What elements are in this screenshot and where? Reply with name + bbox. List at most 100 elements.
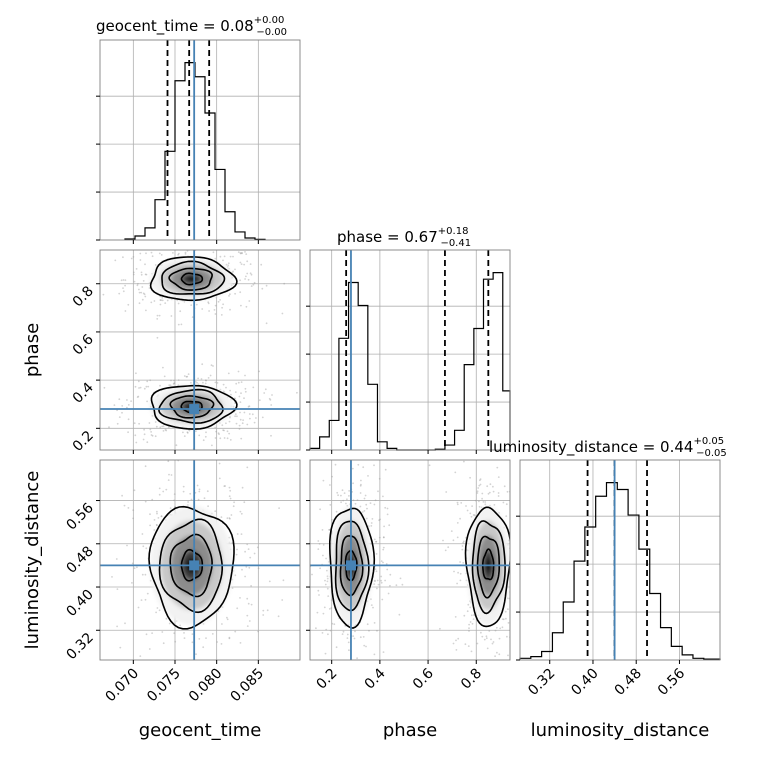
scatter-point	[456, 582, 458, 585]
scatter-point	[124, 279, 127, 282]
scatter-point	[213, 309, 216, 311]
scatter-point	[143, 428, 146, 431]
scatter-point	[116, 588, 119, 590]
scatter-point	[352, 482, 354, 485]
scatter-point	[223, 429, 225, 432]
scatter-point	[304, 621, 306, 623]
scatter-point	[144, 263, 146, 266]
scatter-point	[277, 615, 280, 618]
scatter-point	[324, 446, 326, 448]
scatter-point	[211, 244, 213, 246]
scatter-point	[222, 429, 225, 431]
scatter-point	[162, 642, 165, 645]
scatter-point	[355, 442, 357, 444]
scatter-point	[373, 653, 376, 656]
scatter-point	[214, 304, 217, 307]
scatter-point	[461, 545, 464, 547]
scatter-point	[497, 492, 500, 494]
scatter-point	[149, 428, 152, 431]
scatter-point	[251, 413, 254, 416]
scatter-point	[150, 301, 153, 304]
xlabel-phase: phase	[383, 720, 437, 741]
scatter-point	[124, 622, 126, 625]
scatter-point	[483, 638, 486, 641]
xlabel-luminosity-distance: luminosity_distance	[531, 720, 710, 741]
scatter-point	[234, 574, 237, 577]
scatter-point	[356, 499, 359, 501]
scatter-point	[225, 263, 228, 266]
scatter-point	[162, 425, 165, 428]
scatter-point	[219, 388, 222, 391]
scatter-point	[230, 514, 233, 516]
scatter-point	[174, 640, 177, 643]
scatter-point	[124, 284, 126, 287]
scatter-point	[359, 505, 362, 508]
scatter-point	[248, 620, 251, 622]
scatter-point	[156, 512, 158, 515]
scatter-point	[466, 509, 469, 512]
scatter-point	[455, 649, 458, 651]
scatter-point	[469, 708, 471, 710]
scatter-point	[463, 614, 466, 617]
scatter-point	[356, 657, 358, 660]
scatter-point	[241, 252, 243, 255]
scatter-point	[317, 548, 320, 550]
scatter-point	[386, 568, 389, 571]
scatter-point	[380, 581, 383, 584]
scatter-point	[197, 248, 199, 250]
scatter-point	[465, 572, 468, 575]
y-tick-label-luminosity_distance: 0.40	[63, 587, 96, 620]
contour-line	[169, 395, 215, 419]
scatter-point	[196, 484, 199, 487]
scatter-point	[177, 253, 180, 256]
scatter-point	[346, 637, 349, 639]
scatter-point	[229, 517, 231, 520]
scatter-point	[159, 384, 161, 387]
scatter-point	[121, 494, 123, 497]
scatter-point	[222, 303, 225, 306]
scatter-point	[153, 519, 156, 521]
scatter-point	[315, 627, 317, 630]
scatter-point	[121, 405, 124, 407]
scatter-point	[378, 519, 380, 522]
scatter-point	[247, 548, 250, 550]
scatter-point	[226, 437, 229, 440]
scatter-point	[474, 499, 477, 502]
y-tick-label-phase: 0.6	[70, 331, 97, 358]
scatter-point	[515, 579, 517, 581]
scatter-point	[180, 323, 183, 326]
scatter-point	[246, 625, 249, 627]
scatter-point	[334, 463, 337, 466]
scatter-point	[380, 575, 383, 578]
scatter-point	[167, 479, 170, 481]
scatter-point	[331, 475, 333, 478]
scatter-point	[245, 566, 248, 568]
scatter-point	[248, 300, 251, 302]
scatter-point	[171, 298, 173, 301]
scatter-point	[240, 304, 242, 307]
scatter-point	[248, 405, 251, 407]
scatter-point	[319, 508, 321, 511]
scatter-point	[144, 598, 147, 601]
scatter-point	[523, 595, 525, 597]
scatter-point	[221, 606, 224, 608]
scatter-point	[239, 261, 242, 264]
scatter-point	[367, 475, 369, 477]
scatter-point	[169, 245, 171, 247]
scatter-point	[204, 382, 207, 385]
scatter-point	[342, 630, 345, 633]
scatter-point	[370, 522, 373, 524]
panel-frame	[309, 459, 511, 661]
scatter-point	[503, 485, 506, 488]
scatter-point	[318, 543, 321, 545]
scatter-point	[118, 398, 121, 401]
scatter-point	[467, 645, 470, 647]
scatter-point	[154, 435, 157, 438]
scatter-point	[257, 630, 259, 633]
scatter-point	[268, 397, 271, 400]
scatter-point	[374, 580, 376, 583]
scatter-point	[151, 632, 154, 634]
scatter-point	[122, 279, 125, 281]
scatter-point	[453, 570, 455, 573]
scatter-point	[97, 648, 99, 650]
